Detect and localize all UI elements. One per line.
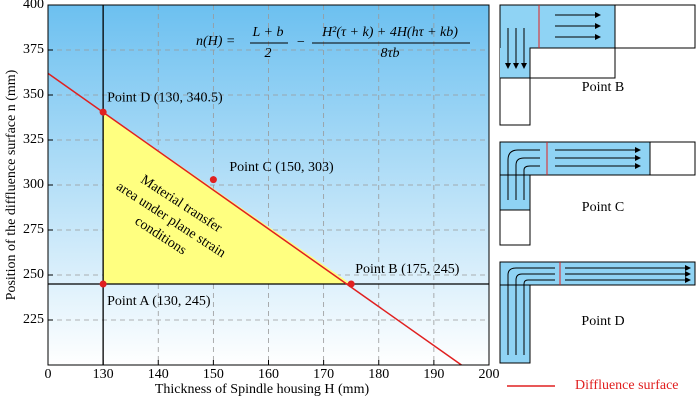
region [103,112,352,284]
point [209,176,217,184]
plot: 225 250 275 300 325 350 375 400 0 130 140 150 160 170… [23,0,500,382]
legend-label: Diffluence surface [575,378,679,393]
formula-op: − [296,35,305,50]
y-tick-label: 400 [23,0,44,12]
y-tick-label: 300 [23,177,44,192]
plot-frame [47,4,490,366]
panel-label: Point B [582,80,624,95]
point [99,280,107,288]
x-tick-label: 170 [313,367,334,382]
y-tick-label: 275 [23,222,44,237]
x-tick-label: 150 [203,367,224,382]
line [47,72,462,366]
x-tick-label: 190 [423,367,444,382]
y-tick-label: 350 [23,87,44,102]
diagram-c [499,141,696,246]
point-label: Point B (175, 245) [355,262,460,277]
x-tick-label: 0 [45,367,52,382]
y-tick-label: 325 [23,132,44,147]
panel-label: Point C [582,200,624,215]
formula-num: H²(τ + k) + 4H(hτ + kb) [321,25,458,40]
panel-label: Point D [581,314,624,329]
formula-num: L + b [252,25,284,40]
y-axis-label: Position of the diffluence surface n (mm… [4,69,19,300]
point-label: Point C (150, 303) [229,160,334,175]
x-tick-label: 200 [479,367,500,382]
point-label: Point D (130, 340.5) [107,90,223,105]
x-axis-label: Thickness of Spindle housing H (mm) [155,382,370,397]
point-label: Point A (130, 245) [107,294,211,309]
y-tick-label: 250 [23,267,44,282]
point [99,108,107,116]
formula: n(H) = L + b 2 − H²(τ + k) + 4H(hτ + kb)… [196,25,470,61]
x-tick-label: 160 [258,367,279,382]
x-tick-label: 140 [148,367,169,382]
formula-den: 8τb [380,46,399,61]
y-tick-label: 225 [23,312,44,327]
diagram-b [499,4,696,126]
x-tick-label: 130 [93,367,114,382]
point [347,280,355,288]
formula-lhs: n(H) = [196,34,235,49]
x-tick-label: 180 [368,367,389,382]
y-tick-label: 375 [23,42,44,57]
diagram-d [499,261,696,364]
formula-den: 2 [265,46,272,61]
